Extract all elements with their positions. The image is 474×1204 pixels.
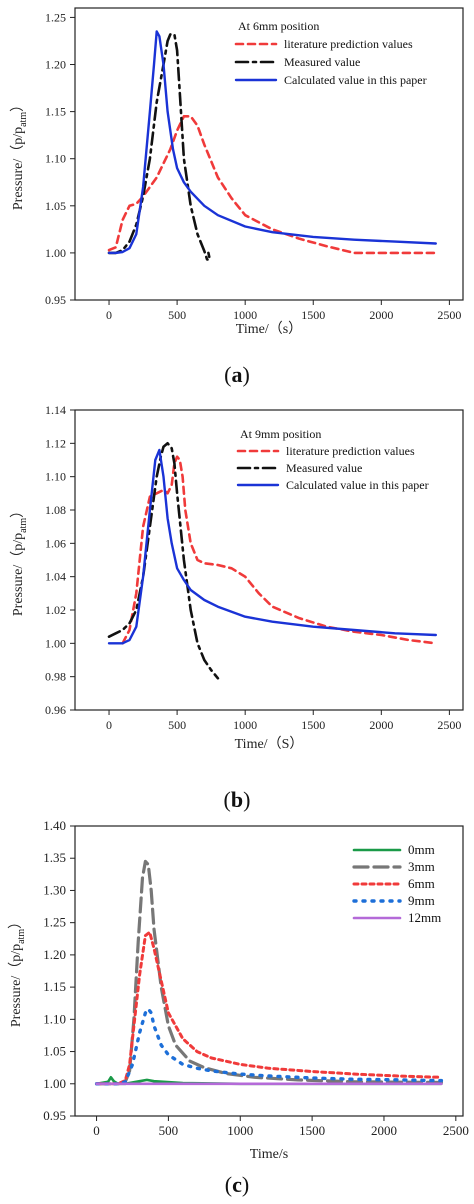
series-line-c-3 bbox=[94, 1007, 444, 1086]
y-tick-label: 1.00 bbox=[43, 1076, 66, 1091]
x-tick-label: 0 bbox=[106, 718, 112, 732]
y-tick-label: 1.06 bbox=[45, 536, 66, 550]
panel-caption-a: (a) bbox=[224, 362, 250, 387]
x-axis-label: Time/（s） bbox=[236, 321, 302, 337]
x-tick-label: 2000 bbox=[371, 1123, 397, 1138]
y-tick-label: 1.25 bbox=[45, 10, 66, 24]
legend-label-a-2: Calculated value in this paper bbox=[284, 73, 427, 87]
y-tick-label: 1.00 bbox=[45, 636, 66, 650]
x-tick-label: 500 bbox=[159, 1123, 179, 1138]
x-tick-label: 500 bbox=[168, 308, 186, 322]
y-tick-label: 1.10 bbox=[43, 1011, 66, 1026]
legend-label-c-2: 6mm bbox=[408, 876, 435, 891]
y-tick-label: 1.20 bbox=[43, 947, 66, 962]
y-tick-label: 1.15 bbox=[43, 979, 66, 994]
x-tick-label: 2000 bbox=[369, 308, 393, 322]
y-axis-label: Pressure/（p/patm） bbox=[10, 98, 29, 210]
series-line-b-1 bbox=[107, 441, 220, 680]
y-axis-label: Pressure/（p/patm） bbox=[8, 915, 27, 1027]
plot-frame-c bbox=[74, 825, 464, 1117]
x-tick-label: 500 bbox=[168, 718, 186, 732]
panel-caption-a-letter: a bbox=[231, 362, 243, 387]
chart-panel-a: 0 500 1000 1500 2000 2500 0.95 1.00 1.05 1.10 1.15… bbox=[10, 7, 464, 337]
legend-label-b-0: literature prediction values bbox=[286, 444, 415, 458]
legend-label-c-3: 9mm bbox=[408, 893, 435, 908]
legend-label-a-0: literature prediction values bbox=[284, 37, 413, 51]
legend-title: At 6mm position bbox=[238, 19, 319, 33]
y-tick-label: 1.20 bbox=[45, 58, 66, 72]
x-tick-label: 1500 bbox=[301, 718, 325, 732]
y-tick-label: 1.40 bbox=[43, 818, 66, 833]
plot-frame-b bbox=[74, 409, 464, 711]
series-line-c-1 bbox=[94, 859, 443, 1086]
series-line-a-0 bbox=[107, 115, 438, 255]
panel-caption-c: (c) bbox=[224, 1172, 250, 1197]
x-axis-label: Time/s bbox=[250, 1147, 288, 1162]
series-line-b-0 bbox=[121, 455, 438, 645]
y-tick-label: 0.96 bbox=[45, 703, 66, 717]
y-axis-label: Pressure/（p/patm） bbox=[10, 504, 29, 616]
y-tick-label: 1.10 bbox=[45, 470, 66, 484]
chart-panel-c: 0 500 1000 1500 2000 2500 0.95 1.00 1.05 1.10 1.15… bbox=[8, 818, 469, 1162]
series-line-a-1 bbox=[107, 33, 212, 261]
chart-panel-b: 0 500 1000 1500 2000 2500 0.96 0.98 1.00 1.02 1.04… bbox=[10, 403, 464, 752]
x-tick-label: 0 bbox=[106, 308, 112, 322]
series-line-a-2 bbox=[107, 30, 437, 255]
series-line-b-2 bbox=[107, 448, 437, 645]
x-tick-label: 1000 bbox=[233, 308, 257, 322]
x-tick-label: 2500 bbox=[437, 308, 461, 322]
y-tick-label: 0.98 bbox=[45, 670, 66, 684]
y-tick-label: 1.02 bbox=[45, 603, 66, 617]
legend-title: At 9mm position bbox=[240, 427, 321, 441]
y-tick-label: 1.00 bbox=[45, 246, 66, 260]
y-tick-label: 1.12 bbox=[45, 436, 66, 450]
legend-label-c-4: 12mm bbox=[408, 910, 441, 925]
x-axis-label: Time/（S） bbox=[235, 736, 304, 752]
y-tick-label: 1.10 bbox=[45, 152, 66, 166]
y-tick-label: 1.14 bbox=[45, 403, 66, 417]
x-tick-label: 1500 bbox=[299, 1123, 325, 1138]
y-tick-label: 1.30 bbox=[43, 882, 66, 897]
plot-frame-a bbox=[74, 7, 464, 301]
x-tick-label: 2000 bbox=[369, 718, 393, 732]
x-tick-label: 1500 bbox=[301, 308, 325, 322]
x-tick-label: 2500 bbox=[443, 1123, 469, 1138]
y-tick-label: 1.05 bbox=[45, 199, 66, 213]
y-tick-label: 1.35 bbox=[43, 850, 66, 865]
series-group-c bbox=[94, 859, 444, 1086]
x-tick-label: 2500 bbox=[437, 718, 461, 732]
legend-label-b-2: Calculated value in this paper bbox=[286, 478, 429, 492]
legend-label-b-1: Measured value bbox=[286, 461, 362, 475]
x-tick-label: 1000 bbox=[233, 718, 257, 732]
series-line-c-2 bbox=[95, 930, 443, 1086]
y-tick-label: 1.05 bbox=[43, 1044, 66, 1059]
x-tick-label: 0 bbox=[93, 1123, 100, 1138]
y-tick-label: 1.25 bbox=[43, 915, 66, 930]
legend-label-c-1: 3mm bbox=[408, 859, 435, 874]
panel-caption-b-letter: b bbox=[230, 787, 244, 812]
y-tick-label: 0.95 bbox=[45, 293, 66, 307]
series-group-a bbox=[107, 30, 438, 261]
y-tick-label: 1.08 bbox=[45, 503, 66, 517]
panel-caption-c-letter: c bbox=[232, 1172, 242, 1197]
y-tick-label: 1.15 bbox=[45, 105, 66, 119]
series-group-b bbox=[107, 441, 438, 680]
panel-caption-b: (b) bbox=[223, 787, 251, 812]
legend-label-c-0: 0mm bbox=[408, 842, 435, 857]
y-tick-label: 1.04 bbox=[45, 570, 66, 584]
legend-label-a-1: Measured value bbox=[284, 55, 360, 69]
x-tick-label: 1000 bbox=[227, 1123, 253, 1138]
y-tick-label: 0.95 bbox=[43, 1108, 66, 1123]
